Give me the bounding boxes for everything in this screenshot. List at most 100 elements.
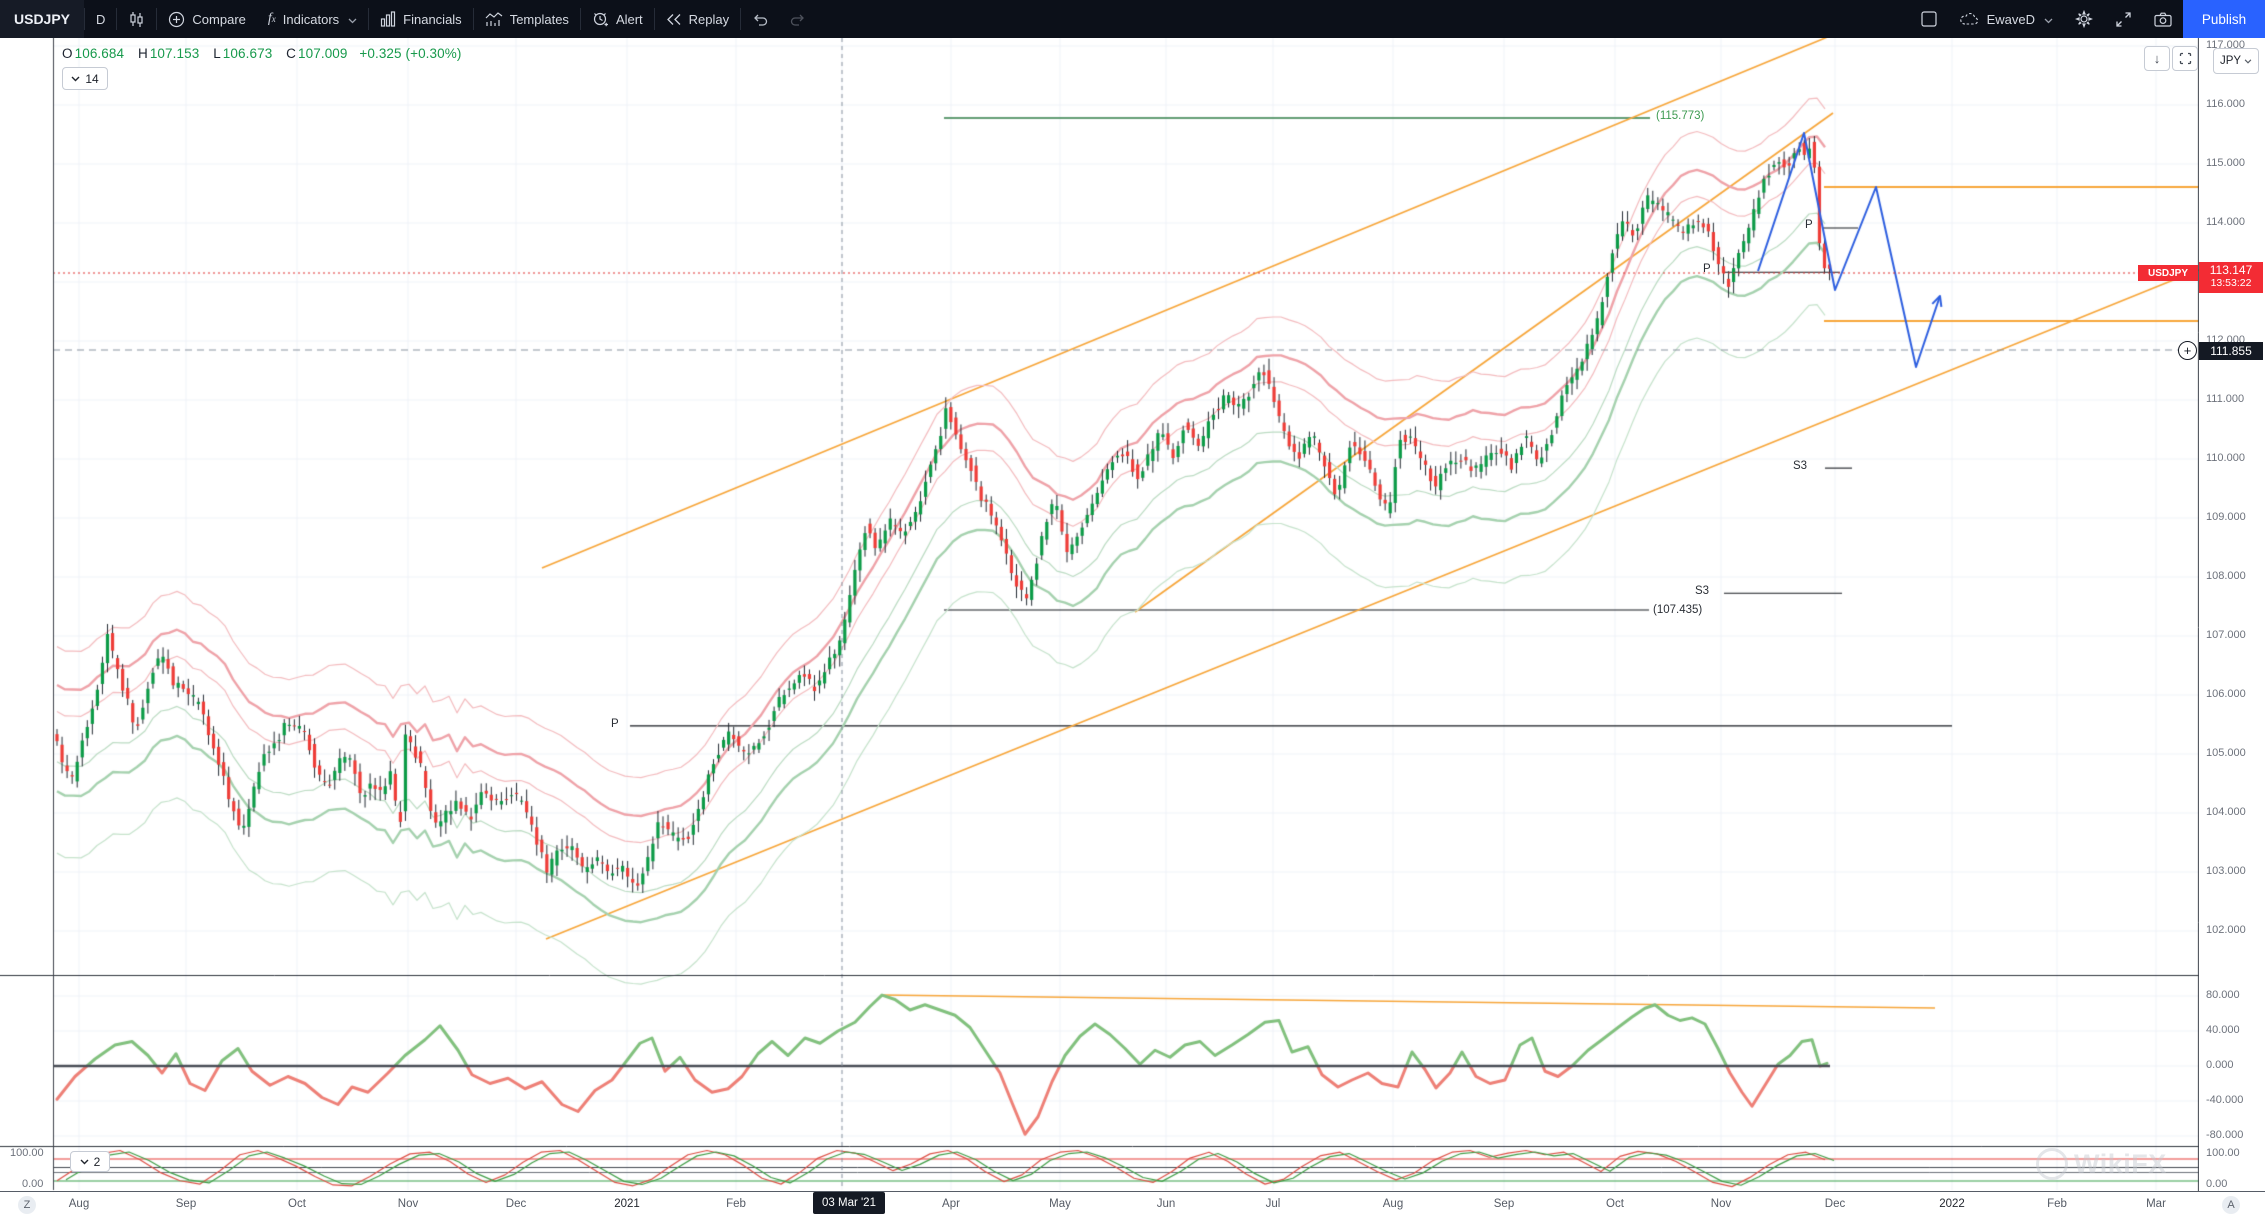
settings-button[interactable] <box>2064 0 2104 38</box>
time-tick-label: Apr <box>942 1198 960 1210</box>
toolbar-divider <box>579 8 581 30</box>
time-tick-label: May <box>1049 1198 1071 1210</box>
reset-scale-button[interactable] <box>2172 46 2198 71</box>
price-tick-label: 80.000 <box>2206 989 2240 1001</box>
price-tick-label: 102.000 <box>2206 924 2246 936</box>
chevron-down-icon <box>71 76 80 81</box>
axis-settings-button[interactable]: A <box>2222 1196 2240 1214</box>
toolbar-divider <box>740 8 742 30</box>
crosshair-date-label: 03 Mar '21 <box>813 1192 885 1214</box>
price-tick-label: 105.000 <box>2206 747 2246 759</box>
currency-toggle-button[interactable]: JPY <box>2213 48 2259 74</box>
pivot-label: (115.773) <box>1656 110 1705 122</box>
symbol-price-tag: USDJPY <box>2138 265 2198 281</box>
pane-indicator-count: 2 <box>93 1154 101 1169</box>
price-tick-label: 115.000 <box>2206 157 2245 169</box>
chart-style-button[interactable] <box>117 0 156 38</box>
time-tick-label: Feb <box>2047 1198 2067 1210</box>
pivot-label: P <box>611 718 619 730</box>
price-tick-label: 104.000 <box>2206 806 2246 818</box>
layout-square-icon <box>1920 10 1938 28</box>
time-axis[interactable]: Z Aug Sep Oct Nov Dec 2021 Feb Apr May Jun Jul Aug S… <box>0 1191 2265 1217</box>
crosshair-price-label: 111.855 <box>2199 342 2263 360</box>
fullscreen-button[interactable] <box>2104 0 2143 38</box>
pivot-label: S3 <box>1793 460 1808 472</box>
time-tick-label: Sep <box>175 1198 197 1210</box>
frame-icon <box>2179 52 2191 65</box>
indicator-legend-toggle[interactable]: 14 <box>62 67 108 90</box>
chevron-down-icon <box>348 12 357 27</box>
time-tick-label: Mar <box>2146 1198 2166 1210</box>
snapshot-button[interactable] <box>2143 0 2183 38</box>
pivot-label: (107.435) <box>1653 604 1703 616</box>
price-tick-label: -40.000 <box>2206 1094 2244 1106</box>
open-label: O <box>62 46 73 61</box>
compare-button[interactable]: Compare <box>157 0 256 38</box>
high-label: H <box>137 46 148 61</box>
time-tick-label: Jun <box>1156 1198 1176 1210</box>
price-tick-label: 108.000 <box>2206 570 2246 582</box>
time-tick-label: 2022 <box>1939 1198 1965 1210</box>
time-tick-label: 2021 <box>614 1198 640 1210</box>
compare-plus-icon <box>168 11 185 28</box>
layout-button[interactable] <box>1909 0 1949 38</box>
financials-button[interactable]: Financials <box>369 0 473 38</box>
bar-countdown: 13:53:22 <box>2210 277 2252 289</box>
wikifx-watermark: WikiFX <box>2036 1148 2167 1180</box>
symbol-button[interactable]: USDJPY <box>0 0 85 38</box>
low-value: 106.673 <box>222 46 273 61</box>
price-tick-label: 106.000 <box>2206 688 2246 700</box>
camera-icon <box>2154 12 2172 27</box>
chevron-down-icon <box>80 1159 89 1164</box>
alert-button[interactable]: Alert <box>581 0 654 38</box>
publish-button[interactable]: Publish <box>2183 0 2265 38</box>
account-menu[interactable]: EwaveD <box>1949 0 2064 38</box>
time-tick-label: Oct <box>288 1198 306 1210</box>
time-tick-label: Dec <box>505 1198 527 1210</box>
close-label: C <box>286 46 297 61</box>
scroll-to-recent-button[interactable]: ↓ <box>2144 46 2170 71</box>
pane-legend-toggle[interactable]: 2 <box>70 1151 110 1172</box>
add-alert-plus-icon[interactable]: + <box>2178 341 2197 360</box>
undo-button[interactable] <box>741 0 779 38</box>
stoch-left-bottom-label: 0.00 <box>22 1178 44 1190</box>
time-tick-label: Nov <box>1710 1198 1732 1210</box>
time-tick-label: Feb <box>726 1198 746 1210</box>
replay-rewind-icon <box>666 13 682 26</box>
templates-button[interactable]: Templates <box>474 0 580 38</box>
undo-arrow-icon <box>752 13 768 26</box>
timezone-button[interactable]: Z <box>18 1196 36 1214</box>
price-tick-label: 107.000 <box>2206 629 2246 641</box>
stoch-left-top-label: 100.00 <box>10 1147 44 1159</box>
bar-chart-icon <box>380 11 396 27</box>
time-tick-label: Aug <box>1382 1198 1404 1210</box>
price-axis[interactable]: 117.000116.000115.000114.000113.000112.0… <box>2199 38 2265 1217</box>
toolbar-divider <box>156 8 158 30</box>
ohlc-legend: O 106.684 H 107.153 L 106.673 C 107.009 +0.3… <box>62 46 463 61</box>
chevron-down-icon <box>2044 12 2053 27</box>
time-tick-label: Sep <box>1493 1198 1515 1210</box>
time-tick-label: Nov <box>397 1198 419 1210</box>
change-value: +0.325 (+0.30%) <box>359 46 462 61</box>
price-tick-label: -80.000 <box>2206 1129 2244 1141</box>
time-tick-label: Jul <box>1265 1198 1281 1210</box>
replay-button[interactable]: Replay <box>655 0 740 38</box>
down-arrow-icon: ↓ <box>2153 51 2161 66</box>
pivot-label: S3 <box>1695 585 1710 597</box>
time-tick-label: Dec <box>1824 1198 1846 1210</box>
interval-button[interactable]: D <box>96 11 106 27</box>
gear-icon <box>2075 10 2093 28</box>
high-value: 107.153 <box>149 46 200 61</box>
fullscreen-icon <box>2115 11 2132 28</box>
price-tick-label: 116.000 <box>2206 98 2245 110</box>
toolbar-divider <box>116 8 118 30</box>
toolbar-divider <box>84 8 86 30</box>
wikifx-logo-icon <box>2036 1148 2068 1180</box>
stoch-right-top-label: 100.00 <box>2206 1147 2240 1159</box>
redo-button[interactable] <box>779 0 817 38</box>
